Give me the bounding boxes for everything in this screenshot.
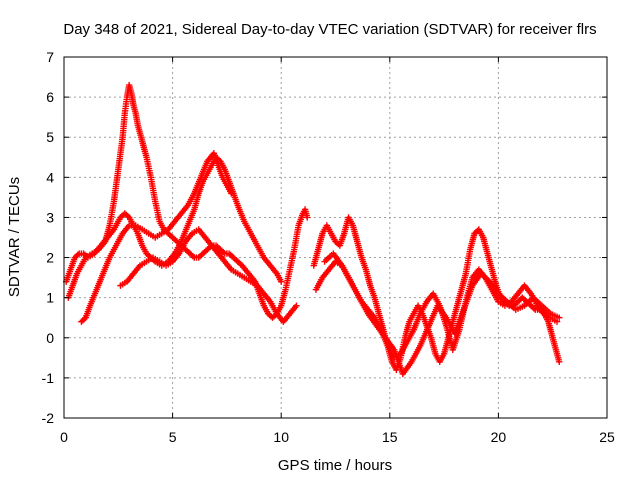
y-tick-label: -1	[42, 370, 55, 386]
y-tick-label: 1	[46, 290, 54, 306]
chart-title: Day 348 of 2021, Sidereal Day-to-day VTE…	[63, 21, 596, 38]
data-markers	[63, 82, 562, 377]
y-tick-label: 6	[46, 89, 54, 105]
y-tick-label: 7	[46, 49, 54, 65]
x-tick-label: 20	[491, 429, 507, 445]
x-tick-label: 15	[382, 429, 398, 445]
series-track-5	[311, 214, 563, 373]
x-tick-label: 5	[169, 429, 177, 445]
y-tick-label: -2	[42, 410, 55, 426]
sdtvar-chart: Day 348 of 2021, Sidereal Day-to-day VTE…	[0, 0, 640, 480]
x-axis-label: GPS time / hours	[278, 457, 392, 474]
series-track-4	[117, 226, 299, 325]
y-axis-label: SDTVAR / TECUs	[6, 177, 23, 297]
y-tick-label: 5	[46, 129, 54, 145]
x-tick-label: 0	[60, 429, 68, 445]
y-tick-label: 2	[46, 250, 54, 266]
y-tick-label: 4	[46, 169, 54, 185]
series-track-3	[78, 150, 234, 325]
x-tick-label: 25	[599, 429, 615, 445]
y-tick-label: 0	[46, 330, 54, 346]
y-tick-label: 3	[46, 209, 54, 225]
x-tick-label: 10	[273, 429, 289, 445]
